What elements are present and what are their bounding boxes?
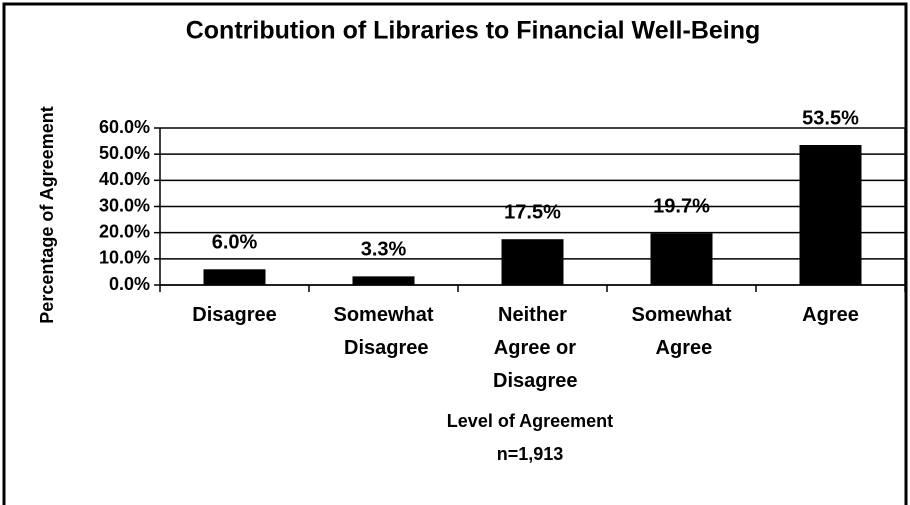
bar [352, 276, 415, 285]
y-axis-label: Percentage of Agreement [37, 106, 57, 323]
y-tick-label: 10.0% [99, 248, 150, 268]
value-label: 3.3% [361, 239, 407, 261]
bar [203, 269, 266, 285]
y-tick-label: 0.0% [109, 274, 150, 294]
x-tick-label: Neither Agree or Disagree [487, 304, 577, 392]
x-tick-label: Somewhat Agree [631, 304, 731, 359]
bar [799, 145, 862, 285]
note: n=1,913 [497, 444, 564, 464]
chart-title: Contribution of Libraries to Financial W… [186, 17, 761, 45]
y-tick-label: 30.0% [99, 195, 150, 215]
x-tick-label: Disagree [192, 304, 277, 326]
y-tick-label: 60.0% [99, 117, 150, 137]
y-tick-label: 20.0% [99, 221, 150, 241]
x-axis-label: Level of Agreement [447, 411, 613, 431]
y-tick-label: 40.0% [99, 169, 150, 189]
value-label: 19.7% [653, 196, 710, 218]
bar [501, 239, 564, 285]
bar [650, 233, 713, 285]
value-label: 53.5% [802, 107, 859, 129]
x-tick-label: Agree [802, 304, 859, 326]
y-tick-label: 50.0% [99, 143, 150, 163]
value-label: 6.0% [212, 232, 258, 254]
value-label: 17.5% [504, 201, 561, 223]
x-tick-label: Somewhat Disagree [333, 304, 433, 359]
